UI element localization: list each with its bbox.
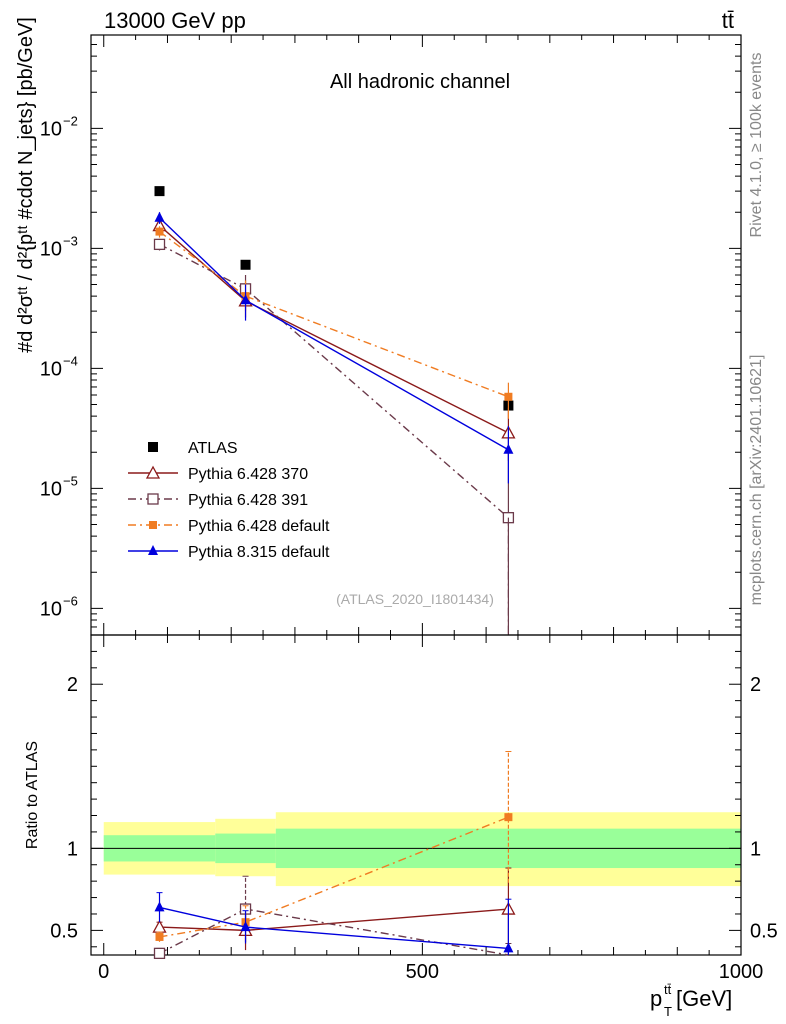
- series-2: [153, 238, 515, 635]
- series-point-3: [155, 227, 164, 236]
- series-point-4: [240, 294, 251, 305]
- legend-marker-1: [145, 465, 161, 479]
- xlabel-sub: T: [664, 1004, 672, 1019]
- main-ytick-exp-1: −3: [63, 233, 78, 248]
- main-ytick-exp-3: −5: [63, 473, 78, 488]
- legend-label-2: Pythia 6.428 391: [188, 492, 308, 509]
- ratio-ytick-label-right-2: 2: [750, 674, 761, 696]
- legend-label-4: Pythia 8.315 default: [188, 544, 330, 561]
- main-ytick-label-1: 10: [40, 238, 62, 260]
- legend-entry-0: ATLAS: [148, 440, 238, 457]
- ratio-point-4: [240, 921, 251, 932]
- xtick-label-1: 500: [406, 961, 439, 983]
- series-line-1: [159, 225, 509, 434]
- xlabel-prefix: p: [650, 986, 662, 1011]
- main-ytick-label-4: 10: [40, 598, 62, 620]
- legend-entry-1: Pythia 6.428 370: [128, 465, 308, 483]
- legend-entry-2: Pythia 6.428 391: [128, 492, 308, 509]
- series-1: [152, 218, 516, 461]
- series-point-4: [503, 443, 514, 454]
- mcplots-label: mcplots.cern.ch [arXiv:2401.10621]: [748, 355, 765, 606]
- legend-label-0: ATLAS: [188, 440, 238, 457]
- legend-entry-4: Pythia 8.315 default: [128, 544, 330, 561]
- ratio-point-3: [155, 932, 164, 941]
- legend-marker-2: [147, 493, 159, 505]
- legend-label-3: Pythia 6.428 default: [188, 518, 330, 535]
- x-axis-label: p tt̄ T [GeV]: [650, 982, 732, 1019]
- ratio-ytick-label-left-1: 1: [67, 838, 78, 860]
- ratio-line-3: [159, 816, 509, 938]
- ratio-point-2: [153, 947, 166, 960]
- ratio-panel: 0.5 0.5 1 1 2 2: [50, 634, 778, 960]
- ratio-point-4: [154, 901, 165, 912]
- ratio-series-4: [154, 892, 514, 955]
- series-line-3: [159, 231, 509, 398]
- legend: ATLAS Pythia 6.428 370 Pythia 6.428 391 Pyt…: [128, 440, 330, 561]
- series-3: [155, 226, 513, 419]
- ratio-ytick-label-right-1: 1: [750, 838, 761, 860]
- legend-entry-3: Pythia 6.428 default: [128, 518, 330, 535]
- header-right: tt̄: [722, 8, 734, 33]
- series-point-2: [153, 238, 166, 251]
- xtick-label-2: 1000: [719, 961, 764, 983]
- ratio-point-4: [503, 942, 514, 953]
- chart-title: All hadronic channel: [330, 71, 510, 93]
- main-panel: 10−210−310−410−510−6: [40, 34, 742, 636]
- series-point-4: [154, 211, 165, 222]
- legend-marker-4: [148, 545, 158, 555]
- main-ylabel-text: #d d²σᵗᵗ / d²{pᵗᵗ #cdot N_jets} [pb/GeV]: [15, 17, 37, 353]
- main-ylabel: #d d²σᵗᵗ / d²{pᵗᵗ #cdot N_jets} [pb/GeV]: [15, 17, 37, 353]
- main-ytick-exp-4: −6: [63, 593, 78, 608]
- ratio-ytick-label-left-0: 0.5: [50, 920, 78, 942]
- series-point-3: [504, 392, 513, 401]
- ratio-line-2: [159, 908, 509, 956]
- main-ytick-label-3: 10: [40, 478, 62, 500]
- ratio-ytick-label-left-2: 2: [67, 674, 78, 696]
- x-axis: 0 500 1000: [98, 35, 763, 983]
- legend-marker-0: [148, 442, 158, 452]
- legend-label-1: Pythia 6.428 370: [188, 466, 308, 483]
- series-line-4: [159, 217, 509, 451]
- xlabel-unit: [GeV]: [676, 986, 732, 1011]
- main-ytick-label-2: 10: [40, 358, 62, 380]
- series-point-0: [240, 259, 251, 270]
- xtick-label-0: 0: [98, 961, 109, 983]
- series-point-0: [154, 186, 165, 197]
- ratio-series-2: [153, 875, 512, 960]
- ratio-ylabel: Ratio to ATLAS: [24, 741, 41, 849]
- rivet-label: Rivet 4.1.0, ≥ 100k events: [748, 53, 765, 238]
- series-4: [154, 211, 514, 484]
- analysis-label: (ATLAS_2020_I1801434): [336, 591, 494, 607]
- legend-marker-3: [149, 521, 157, 529]
- main-ytick-exp-2: −4: [63, 353, 78, 368]
- ratio-frame: [90, 634, 742, 956]
- xlabel-sup: tt̄: [664, 982, 672, 997]
- ratio-point-3: [504, 813, 513, 822]
- ratio-ytick-label-right-0: 0.5: [750, 920, 778, 942]
- series-0: [154, 186, 514, 411]
- header-left: 13000 GeV pp: [104, 8, 246, 33]
- main-ytick-label-0: 10: [40, 118, 62, 140]
- main-ytick-exp-0: −2: [63, 113, 78, 128]
